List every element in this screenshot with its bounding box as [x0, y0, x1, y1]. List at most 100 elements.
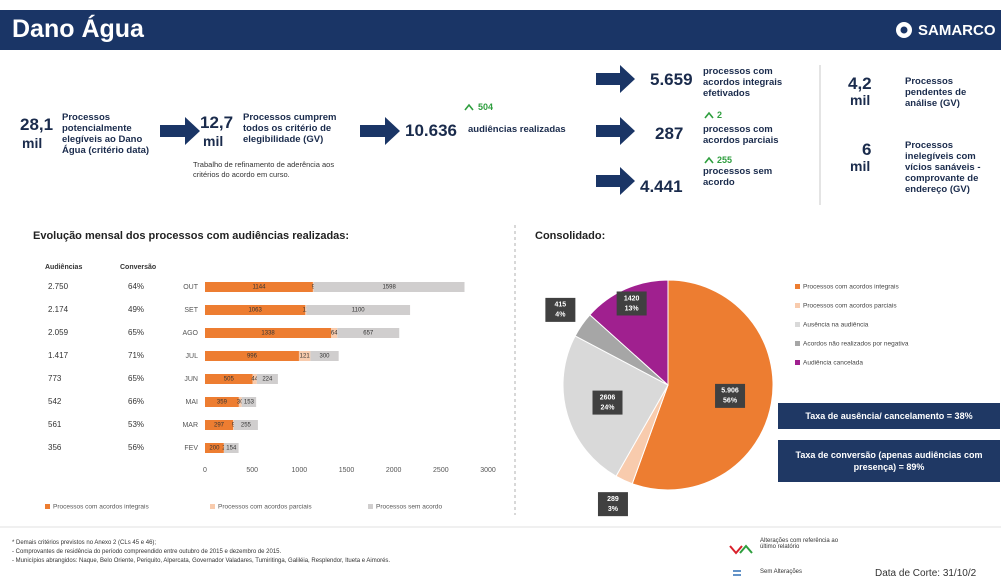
- legend-label: Acordos não realizados por negativa: [803, 341, 909, 348]
- kpi-unit: mil: [850, 92, 871, 108]
- percent-label: 13%: [625, 305, 640, 312]
- x-tick-label: 1500: [339, 467, 355, 474]
- kpi-text: processos com acordos integrais efetivad…: [703, 66, 783, 99]
- bar-segment: [238, 397, 242, 407]
- pie-slice: [631, 279, 774, 491]
- row-conversao: 71%: [128, 351, 144, 360]
- row-audiencias: 2.750: [48, 282, 69, 291]
- up-icon: [704, 156, 714, 164]
- column-header: Audiências: [45, 264, 82, 271]
- arrow: [596, 117, 635, 145]
- percent-label: 4%: [555, 312, 566, 319]
- kpi-value: 6: [862, 140, 872, 159]
- bar-segment: [205, 351, 299, 361]
- y-tick-label: OUT: [183, 284, 199, 291]
- footer-icons: [729, 544, 753, 576]
- y-tick-label: AGO: [182, 330, 198, 337]
- slice-group: [631, 279, 774, 491]
- bar-segment: [241, 397, 257, 407]
- kpi-value: 4,2: [848, 74, 872, 93]
- legend-swatch: [795, 341, 800, 346]
- footer-legend: Alterações com referência ao último rela…: [760, 538, 839, 550]
- data-label: 11: [303, 308, 310, 314]
- arrow: [596, 167, 635, 195]
- label-box: [545, 297, 576, 322]
- kpi-change: 255: [717, 155, 733, 165]
- y-tick-label: JUN: [184, 376, 198, 383]
- data-label: 1144: [253, 285, 267, 291]
- data-label: 505: [224, 377, 235, 383]
- arrow: [160, 117, 200, 145]
- kpi-note: Trabalho de refinamento de aderência aos…: [193, 160, 335, 179]
- kpi-value: 287: [655, 124, 684, 143]
- up-chevrons: [464, 103, 714, 164]
- legend-swatch: [368, 504, 373, 509]
- bar-segment: [305, 305, 307, 315]
- data-label: 1598: [382, 285, 396, 291]
- header: Dano Água SAMARCO: [0, 10, 1001, 50]
- row-conversao: 65%: [128, 374, 144, 383]
- row-audiencias: 542: [48, 397, 62, 406]
- kpi-unit: mil: [850, 158, 871, 174]
- x-tick-label: 0: [203, 467, 207, 474]
- y-tick-label: FEV: [184, 445, 198, 452]
- row-conversao: 64%: [128, 282, 144, 291]
- kpi-unit: mil: [203, 133, 224, 149]
- logo-mark: [900, 26, 908, 34]
- label-box: [592, 390, 623, 415]
- data-label: 121: [300, 354, 311, 360]
- kpi-change: 504: [478, 102, 494, 112]
- data-label: 297: [214, 423, 225, 429]
- bar-segment: [298, 351, 311, 361]
- y-tick-label: JUL: [186, 353, 199, 360]
- pie-labels: 5.906 56% 289 3% 2606 24% 415 4% 1420 13%: [545, 291, 746, 517]
- data-label: 1100: [352, 308, 366, 314]
- x-tick-label: 1000: [292, 467, 308, 474]
- y-tick-label: SET: [184, 307, 198, 314]
- bar-segment: [205, 305, 306, 315]
- footer-legend: Sem Alterações: [760, 569, 803, 575]
- data-label: 9: [312, 285, 316, 291]
- legend-swatch: [795, 322, 800, 327]
- data-label: 154: [226, 446, 237, 452]
- label-box: [597, 492, 628, 517]
- data-label: 200: [209, 446, 220, 452]
- row-audiencias: 2.174: [48, 305, 69, 314]
- bar-segment: [205, 328, 332, 338]
- bar-segment: [205, 443, 224, 453]
- bar-segment: [205, 420, 234, 430]
- pie-slice: [589, 279, 669, 387]
- row-audiencias: 561: [48, 420, 62, 429]
- data-label: 300: [320, 354, 331, 360]
- kpi-text: Processos inelegíveis com vícios sanávei…: [905, 140, 981, 195]
- change-icon: [729, 545, 743, 555]
- row-conversao: 53%: [128, 420, 144, 429]
- row-conversao: 66%: [128, 397, 144, 406]
- x-tick-label: 2000: [386, 467, 402, 474]
- bar-segment: [233, 420, 234, 430]
- row-conversao: 65%: [128, 328, 144, 337]
- row-audiencias: 2.059: [48, 328, 69, 337]
- logo: SAMARCO: [918, 22, 996, 39]
- bar-segment: [233, 420, 258, 430]
- page-title: Dano Água: [12, 15, 144, 43]
- data-label: 1063: [248, 308, 262, 314]
- bar-segment: [205, 374, 253, 384]
- kpi-unit: mil: [22, 135, 43, 151]
- kpi-text: processos sem acordo: [703, 166, 773, 188]
- legend-label: Processos com acordos parciais: [803, 303, 897, 310]
- x-tick-label: 2500: [433, 467, 449, 474]
- kpi-value: 10.636: [405, 121, 457, 140]
- chart-title: Evolução mensal dos processos com audiên…: [33, 230, 349, 242]
- kpi-text: audiências realizadas: [468, 124, 566, 135]
- bar-segment: [205, 397, 239, 407]
- label-box: [616, 291, 647, 316]
- logo-icon: [896, 22, 912, 38]
- data-label: 224: [262, 377, 273, 383]
- slice-group: [589, 279, 669, 387]
- percent-label: 24%: [600, 404, 615, 411]
- footnote: - Municípios abrangidos: Naque, Belo Ori…: [12, 558, 391, 564]
- bar-segment: [256, 374, 278, 384]
